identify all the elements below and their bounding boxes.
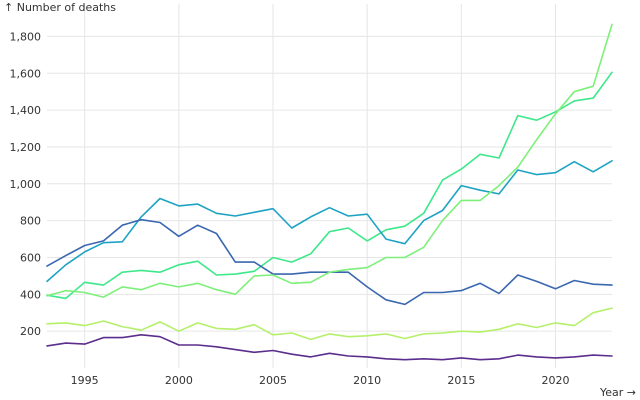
- series-line-5: [46, 307, 613, 341]
- y-tick-label: 200: [20, 325, 41, 338]
- y-tick-label: 400: [20, 288, 41, 301]
- y-tick-label: 1,200: [10, 141, 42, 154]
- y-tick-labels: 200 400 600 800 1,000 1,200 1,400 1,600 1,800: [10, 30, 42, 338]
- series-line-1: [46, 71, 613, 300]
- x-tick-label: 2020: [542, 374, 570, 387]
- series-line-4: [46, 23, 613, 298]
- y-gridlines: [47, 35, 612, 332]
- series-lines: [46, 23, 613, 361]
- y-tick-label: 1,000: [10, 178, 42, 191]
- x-gridlines: [84, 4, 556, 368]
- y-tick-label: 1,400: [10, 104, 42, 117]
- y-axis-title: ↑ Number of deaths: [4, 1, 116, 14]
- series-line-6: [46, 333, 613, 361]
- series-line-2: [46, 160, 613, 283]
- x-tick-label: 2000: [165, 374, 193, 387]
- y-tick-label: 1,600: [10, 67, 42, 80]
- x-tick-label: 2005: [259, 374, 287, 387]
- x-tick-labels: 1995 2000 2005 2010 2015 2020: [71, 374, 570, 387]
- x-tick-label: 2015: [447, 374, 475, 387]
- y-tick-label: 600: [20, 251, 41, 264]
- x-tick-label: 1995: [71, 374, 99, 387]
- x-tick-label: 2010: [353, 374, 381, 387]
- y-tick-label: 800: [20, 215, 41, 228]
- x-axis-title: Year →: [599, 386, 636, 399]
- y-tick-label: 1,800: [10, 30, 42, 43]
